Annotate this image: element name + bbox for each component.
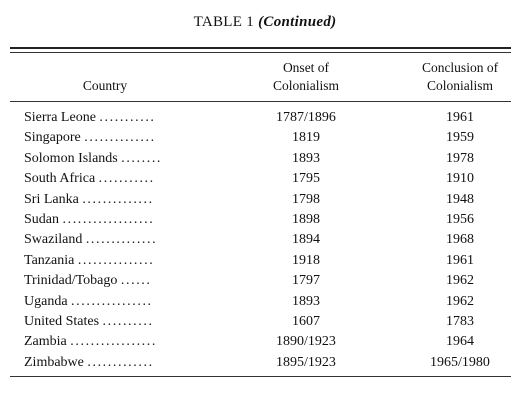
onset-cell: 1918 — [292, 252, 320, 268]
onset-cell: 1819 — [292, 130, 320, 146]
table-title-prefix: TABLE 1 — [193, 14, 255, 30]
table-title: TABLE 1 (Continued) — [0, 14, 530, 31]
country-cell: Sri Lanka .............. — [24, 191, 154, 207]
conclusion-cell: 1965/1980 — [430, 354, 490, 370]
table-row: Trinidad/Tobago ...... 1797 1962 — [10, 271, 511, 291]
country-cell: Zambia ................. — [24, 334, 157, 350]
table-row: United States .......... 1607 1783 — [10, 312, 511, 332]
onset-cell: 1894 — [292, 232, 320, 248]
country-cell: Uganda ................ — [24, 293, 153, 309]
bottom-rule — [10, 376, 511, 377]
country-cell: Solomon Islands ........ — [24, 150, 163, 166]
header-country: Country — [55, 77, 155, 95]
conclusion-cell: 1962 — [446, 273, 474, 289]
table-row: South Africa ........... 1795 1910 — [10, 169, 511, 189]
header-onset-line2: Colonialism — [272, 78, 339, 93]
table-row: Tanzania ............... 1918 1961 — [10, 251, 511, 271]
conclusion-cell: 1783 — [446, 313, 474, 329]
conclusion-cell: 1948 — [446, 191, 474, 207]
country-cell: Trinidad/Tobago ...... — [24, 273, 152, 289]
conclusion-cell: 1968 — [446, 232, 474, 248]
table-row: Uganda ................ 1893 1962 — [10, 292, 511, 312]
header-conclusion-line1: Conclusion of — [421, 60, 499, 75]
top-rule-upper — [10, 47, 511, 49]
header-onset: Onset of Colonialism — [256, 59, 356, 95]
onset-cell: 1787/1896 — [276, 110, 336, 125]
conclusion-cell: 1962 — [446, 293, 474, 309]
header-country-label: Country — [82, 78, 128, 93]
table-row: Zimbabwe ............. 1895/1923 1965/19… — [10, 353, 511, 373]
table-row: Sierra Leone ........... 1787/1896 1961 — [10, 108, 511, 128]
onset-cell: 1798 — [292, 191, 320, 207]
country-cell: South Africa ........... — [24, 171, 155, 187]
country-cell: Sudan .................. — [24, 211, 155, 227]
table-row: Singapore .............. 1819 1959 — [10, 128, 511, 148]
onset-cell: 1893 — [292, 150, 320, 166]
table-body: Sierra Leone ........... 1787/1896 1961 … — [10, 108, 511, 373]
onset-cell: 1890/1923 — [276, 334, 336, 350]
table-row: Solomon Islands ........ 1893 1978 — [10, 149, 511, 169]
conclusion-cell: 1961 — [446, 110, 474, 125]
conclusion-cell: 1964 — [446, 334, 474, 350]
country-cell: United States .......... — [24, 313, 154, 329]
table-row: Sudan .................. 1898 1956 — [10, 210, 511, 230]
conclusion-cell: 1956 — [446, 211, 474, 227]
country-cell: Tanzania ............... — [24, 252, 155, 268]
table-row: Swaziland .............. 1894 1968 — [10, 230, 511, 250]
table-row: Zambia ................. 1890/1923 1964 — [10, 332, 511, 352]
header-conclusion-line2: Colonialism — [426, 78, 493, 93]
conclusion-cell: 1959 — [446, 130, 474, 146]
onset-cell: 1797 — [292, 273, 320, 289]
onset-cell: 1607 — [292, 313, 320, 329]
country-cell: Singapore .............. — [24, 130, 156, 146]
conclusion-cell: 1978 — [446, 150, 474, 166]
header-onset-line1: Onset of — [282, 60, 330, 75]
table-title-continued: (Continued) — [258, 14, 337, 30]
onset-cell: 1893 — [292, 293, 320, 309]
header-rule — [10, 101, 511, 102]
country-cell: Zimbabwe ............. — [24, 354, 154, 370]
onset-cell: 1898 — [292, 211, 320, 227]
country-cell: Swaziland .............. — [24, 232, 158, 248]
onset-cell: 1795 — [292, 171, 320, 187]
top-rule-lower — [10, 52, 511, 53]
onset-cell: 1895/1923 — [276, 354, 336, 370]
conclusion-cell: 1910 — [446, 171, 474, 187]
table-header: Country Onset of Colonialism Conclusion … — [10, 58, 511, 98]
table-row: Sri Lanka .............. 1798 1948 — [10, 190, 511, 210]
country-cell: Sierra Leone ........... — [24, 110, 156, 125]
header-conclusion: Conclusion of Colonialism — [404, 59, 516, 95]
conclusion-cell: 1961 — [446, 252, 474, 268]
